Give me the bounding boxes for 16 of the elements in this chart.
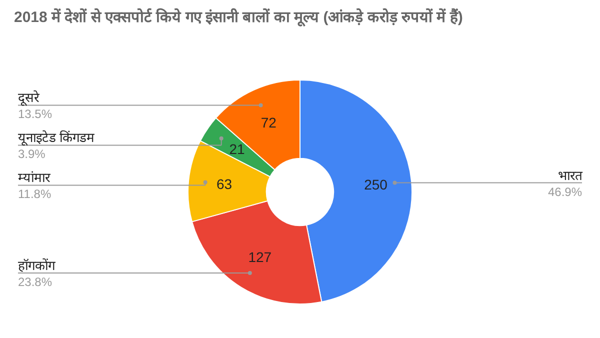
text: 23.8% [18,274,52,289]
data-label: 63 [216,176,232,192]
text: 46.9% [548,184,582,199]
slice-label: म्यांमार [18,170,51,186]
data-label: 21 [229,141,246,158]
slice-label: यूनाइटेड किंगडम [18,130,95,146]
text: 3.9% [18,147,46,162]
slice-label: हॉगकोंग [18,258,56,273]
chart-title: 2018 में देशों से एक्सपोर्ट किये गए इंसानी बालों का मूल्य (आंकड़े करोड़ रुपयों में हैं) [14,8,463,27]
data-label: 72 [260,114,277,131]
slice-label: दूसरे [18,90,40,106]
slice-label: भारत [558,168,583,183]
data-label: 250 [364,176,388,193]
data-label: 127 [248,248,272,265]
text: 13.5% [18,107,52,122]
text: 11.8% [18,187,52,202]
